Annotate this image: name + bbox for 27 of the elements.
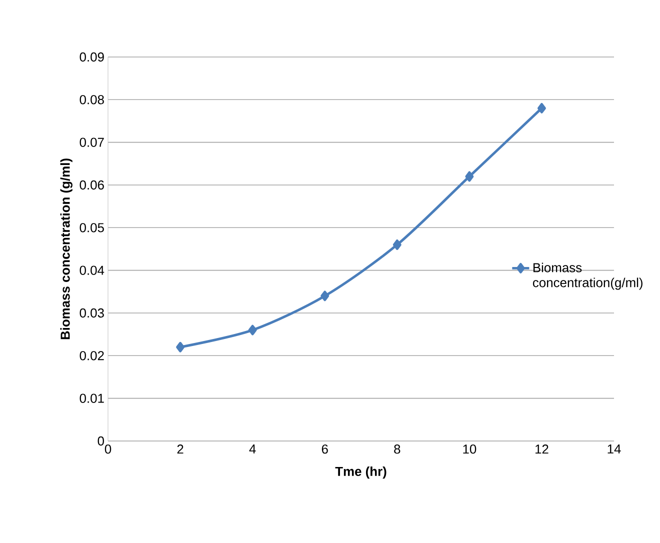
y-tick-label: 0.09 xyxy=(80,52,104,62)
y-tick-label: 0.02 xyxy=(80,351,104,360)
x-tick-label: 8 xyxy=(394,444,400,454)
y-tick-label: 0.05 xyxy=(80,223,104,232)
x-tick-label: 0 xyxy=(104,444,112,454)
y-axis-title: Biomass concentration (g/ml) xyxy=(60,158,72,340)
point xyxy=(176,342,185,352)
x-tick-label: 12 xyxy=(536,444,548,454)
y-tick-label: 0.03 xyxy=(80,308,104,318)
point xyxy=(537,102,546,114)
x-tick-label: 2 xyxy=(177,444,184,454)
y-tick-label: 0.01 xyxy=(80,394,104,403)
x-tick-label: 10 xyxy=(463,444,476,454)
point xyxy=(248,324,257,336)
legend-label: Biomass concentration(g/ml) xyxy=(532,262,642,290)
y-tick-label: 0.06 xyxy=(80,180,104,190)
x-tick-label: 4 xyxy=(249,444,256,454)
y-tick-label: 0.07 xyxy=(80,138,104,147)
point xyxy=(465,171,474,182)
x-axis-title: Tme (hr) xyxy=(335,466,386,479)
y-tick-label: 0.08 xyxy=(80,95,104,104)
y-tick-label: 0.04 xyxy=(80,266,104,275)
x-tick-label: 14 xyxy=(608,444,621,454)
x-tick-label: 6 xyxy=(322,444,328,454)
point xyxy=(320,290,330,302)
point xyxy=(392,239,402,250)
y-tick-label: 0 xyxy=(98,436,104,446)
